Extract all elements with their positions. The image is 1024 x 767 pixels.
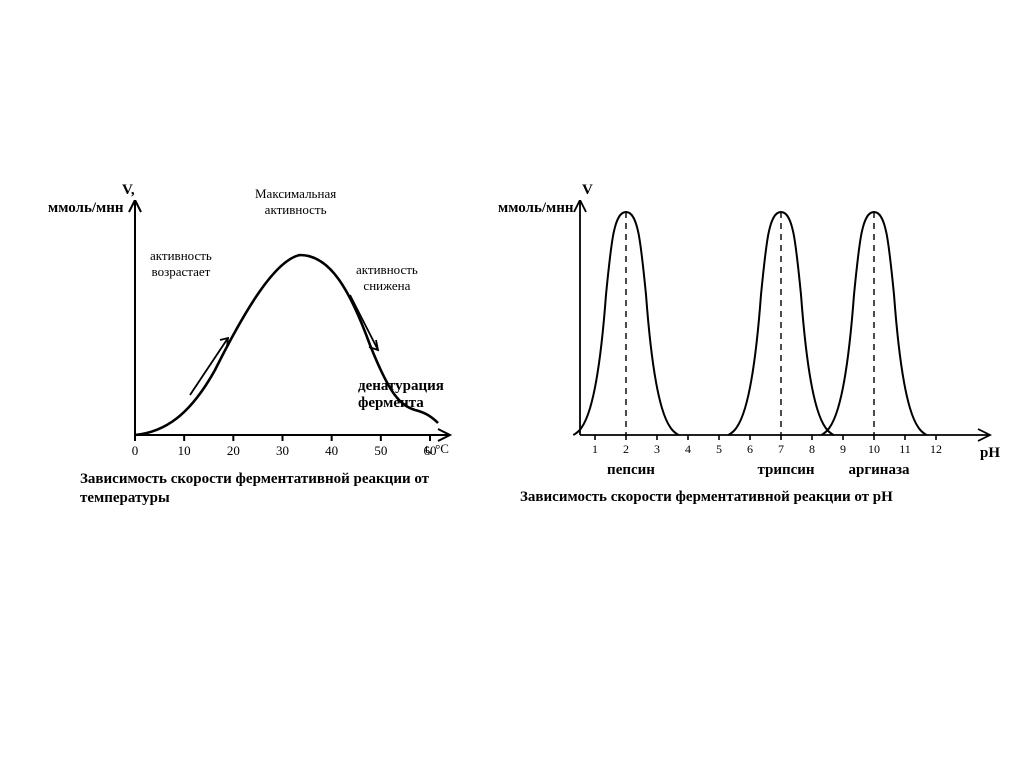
svg-text:50: 50 [374,443,387,458]
x-axis-units: pH [980,445,1000,462]
y-axis-label: V, [122,182,135,199]
svg-text:5: 5 [716,442,722,456]
enzyme-label-arginase: аргиназа [839,462,919,479]
svg-text:1: 1 [592,442,598,456]
svg-text:8: 8 [809,442,815,456]
y-axis-units: ммоль/мнн [48,200,124,217]
svg-text:30: 30 [276,443,289,458]
svg-text:9: 9 [840,442,846,456]
ph-chart-svg: 123456789101112 [500,200,1010,468]
ann-max: Максимальная активность [255,186,336,218]
falling-arrow-icon [350,295,378,350]
ann-denature: денатурация фермента [358,378,444,412]
temperature-chart: V, ммоль/мнн 0102030405060 [50,200,480,468]
svg-text:3: 3 [654,442,660,456]
temperature-chart-svg: 0102030405060 [50,200,480,468]
svg-text:0: 0 [132,443,139,458]
svg-text:12: 12 [930,442,942,456]
svg-text:11: 11 [899,442,911,456]
svg-text:10: 10 [178,443,191,458]
svg-text:10: 10 [868,442,880,456]
enzyme-label-trypsin: трипсин [746,462,826,479]
ann-rising: активность возрастает [150,248,212,280]
svg-text:7: 7 [778,442,784,456]
ann-falling: активность снижена [356,262,418,294]
page: V, ммоль/мнн 0102030405060 [0,0,1024,767]
y-axis-label: V [582,182,593,199]
svg-text:20: 20 [227,443,240,458]
svg-text:6: 6 [747,442,753,456]
chart-caption: Зависимость скорости ферментативной реак… [520,488,1010,507]
svg-text:4: 4 [685,442,691,456]
ph-chart: V ммоль/мнн 123456789101112 pH пепсин тр… [500,200,1010,468]
chart-caption: Зависимость скорости ферментативной реак… [80,470,440,508]
rising-arrow-icon [190,338,228,395]
enzyme-label-pepsin: пепсин [591,462,671,479]
svg-text:40: 40 [325,443,338,458]
y-axis-units: ммоль/мнн [498,200,574,217]
x-axis-units: t, °C [425,441,449,457]
svg-text:2: 2 [623,442,629,456]
